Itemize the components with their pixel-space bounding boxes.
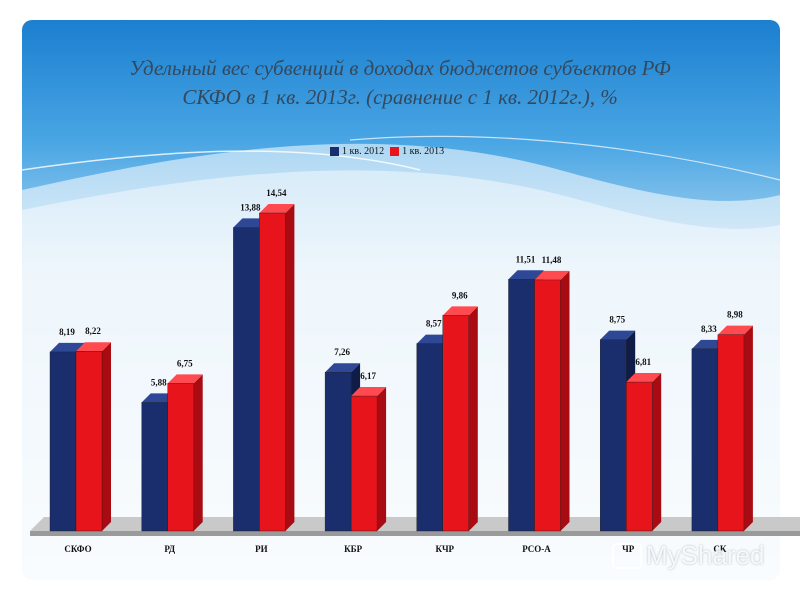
bar-side-СК-1 bbox=[743, 325, 753, 531]
watermark: MyShared bbox=[612, 540, 765, 571]
bar-side-РД-1 bbox=[193, 374, 203, 531]
legend-item-2012: 1 кв. 2012 bbox=[330, 146, 384, 157]
legend-swatch-2012 bbox=[330, 147, 339, 156]
bar-СКФО-1 bbox=[75, 351, 103, 532]
category-label-КБР: КБР bbox=[344, 544, 362, 554]
bar-СК-0 bbox=[691, 348, 719, 532]
bar-top-ЧР-0 bbox=[600, 330, 636, 340]
bar-РСО-А-0 bbox=[508, 279, 535, 532]
bar-side-КЧР-1 bbox=[468, 306, 478, 531]
legend-item-2013: 1 кв. 2013 bbox=[390, 146, 444, 157]
bar-РСО-А-1 bbox=[534, 279, 561, 532]
bar-side-КБР-1 bbox=[377, 387, 387, 531]
bar-ЧР-0 bbox=[600, 339, 627, 532]
bar-top-КБР-1 bbox=[351, 387, 387, 397]
bar-side-СКФО-1 bbox=[102, 342, 111, 531]
bar-top-СК-1 bbox=[717, 325, 753, 335]
category-label-СКФО: СКФО bbox=[64, 544, 91, 554]
chart-title: Удельный вес субвенций в доходах бюджето… bbox=[40, 54, 760, 112]
category-label-РИ: РИ bbox=[255, 544, 268, 554]
legend-label-2012: 1 кв. 2012 bbox=[342, 146, 385, 157]
data-label-ЧР-0: 8,75 bbox=[609, 315, 625, 325]
bar-top-ЧР-1 bbox=[626, 373, 662, 383]
data-label-СК-0: 8,33 bbox=[701, 324, 717, 334]
bar-КБР-0 bbox=[324, 372, 352, 532]
data-label-ЧР-1: 6,81 bbox=[635, 357, 651, 367]
data-label-КБР-1: 6,17 bbox=[360, 371, 376, 381]
bar-side-ЧР-1 bbox=[652, 373, 662, 531]
bar-РД-0 bbox=[141, 402, 168, 532]
category-label-КЧР: КЧР bbox=[436, 544, 455, 554]
data-label-РИ-0: 13,88 bbox=[240, 202, 261, 212]
category-label-РСО-А: РСО-А bbox=[522, 544, 551, 554]
data-label-СКФО-0: 8,19 bbox=[59, 327, 75, 337]
data-label-КБР-0: 7,26 bbox=[334, 347, 350, 357]
data-label-СК-1: 8,98 bbox=[727, 310, 743, 320]
bar-side-РИ-1 bbox=[285, 204, 295, 531]
data-label-КЧР-1: 9,86 bbox=[452, 290, 468, 300]
bar-КБР-1 bbox=[350, 395, 378, 532]
data-label-КЧР-0: 8,57 bbox=[426, 319, 442, 329]
chart-title-line-1: Удельный вес субвенций в доходах бюджето… bbox=[129, 56, 671, 80]
bar-top-КЧР-1 bbox=[442, 306, 478, 316]
data-label-СКФО-1: 8,22 bbox=[85, 326, 101, 336]
bar-side-РСО-А-1 bbox=[560, 270, 570, 531]
category-label-РД: РД bbox=[164, 544, 176, 554]
legend-label-2013: 1 кв. 2013 bbox=[402, 146, 445, 157]
data-label-РД-1: 6,75 bbox=[177, 358, 193, 368]
bar-ЧР-1 bbox=[626, 381, 653, 532]
legend-swatch-2013 bbox=[390, 147, 400, 156]
bar-СК-1 bbox=[717, 334, 745, 532]
data-label-РСО-А-0: 11,51 bbox=[516, 254, 536, 264]
bar-top-РИ-1 bbox=[259, 204, 295, 213]
chart-legend: 1 кв. 2012 1 кв. 2013 bbox=[330, 146, 444, 157]
watermark-logo-icon bbox=[612, 542, 642, 569]
bar-top-РД-1 bbox=[167, 374, 203, 384]
bar-РД-1 bbox=[167, 383, 194, 532]
chart-floor-edge bbox=[30, 531, 800, 536]
bar-КЧР-1 bbox=[442, 315, 469, 532]
chart-title-line-2: СКФО в 1 кв. 2013г. (сравнение с 1 кв. 2… bbox=[182, 85, 618, 109]
bar-top-СКФО-1 bbox=[76, 342, 111, 352]
bar-top-КБР-0 bbox=[325, 363, 361, 373]
bar-top-РСО-А-0 bbox=[508, 270, 544, 280]
bar-РИ-0 bbox=[233, 227, 260, 532]
data-label-РСО-А-1: 11,48 bbox=[542, 255, 562, 265]
data-label-РИ-1: 14,54 bbox=[266, 188, 287, 198]
bar-top-СКФО-0 bbox=[50, 342, 85, 352]
bar-КЧР-0 bbox=[416, 343, 443, 532]
bar-РИ-1 bbox=[259, 212, 286, 532]
bar-СКФО-0 bbox=[49, 351, 77, 532]
watermark-text: MyShared bbox=[646, 540, 765, 570]
data-label-РД-0: 5,88 bbox=[151, 377, 167, 387]
category-label-СК: СК bbox=[713, 544, 726, 554]
category-label-ЧР: ЧР bbox=[622, 544, 635, 554]
bar-top-РСО-А-1 bbox=[534, 270, 570, 280]
